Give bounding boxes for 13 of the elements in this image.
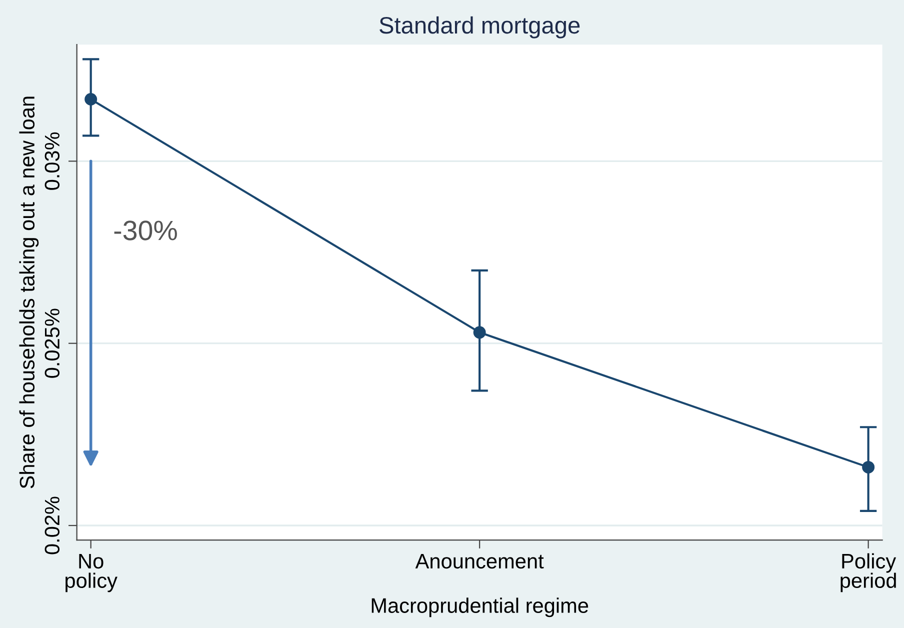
y-axis-title: Share of households taking out a new loan (19, 96, 39, 488)
y-tick-label: 0.02% (44, 496, 60, 554)
x-tick-label: No policy (66, 554, 118, 592)
point (862, 460, 875, 474)
y-tick-label: 0.025% (44, 308, 60, 378)
point (84, 92, 98, 106)
annotation: -30% (114, 220, 177, 240)
y-tick-label: 0.03% (44, 132, 60, 190)
point (473, 326, 486, 339)
x-tick-label: Anouncement (415, 554, 544, 569)
x-axis-title: Macroprudential regime (372, 598, 588, 618)
chart-title: Standard mortgage (380, 16, 580, 38)
x-tick-label: Policy period (840, 553, 896, 592)
